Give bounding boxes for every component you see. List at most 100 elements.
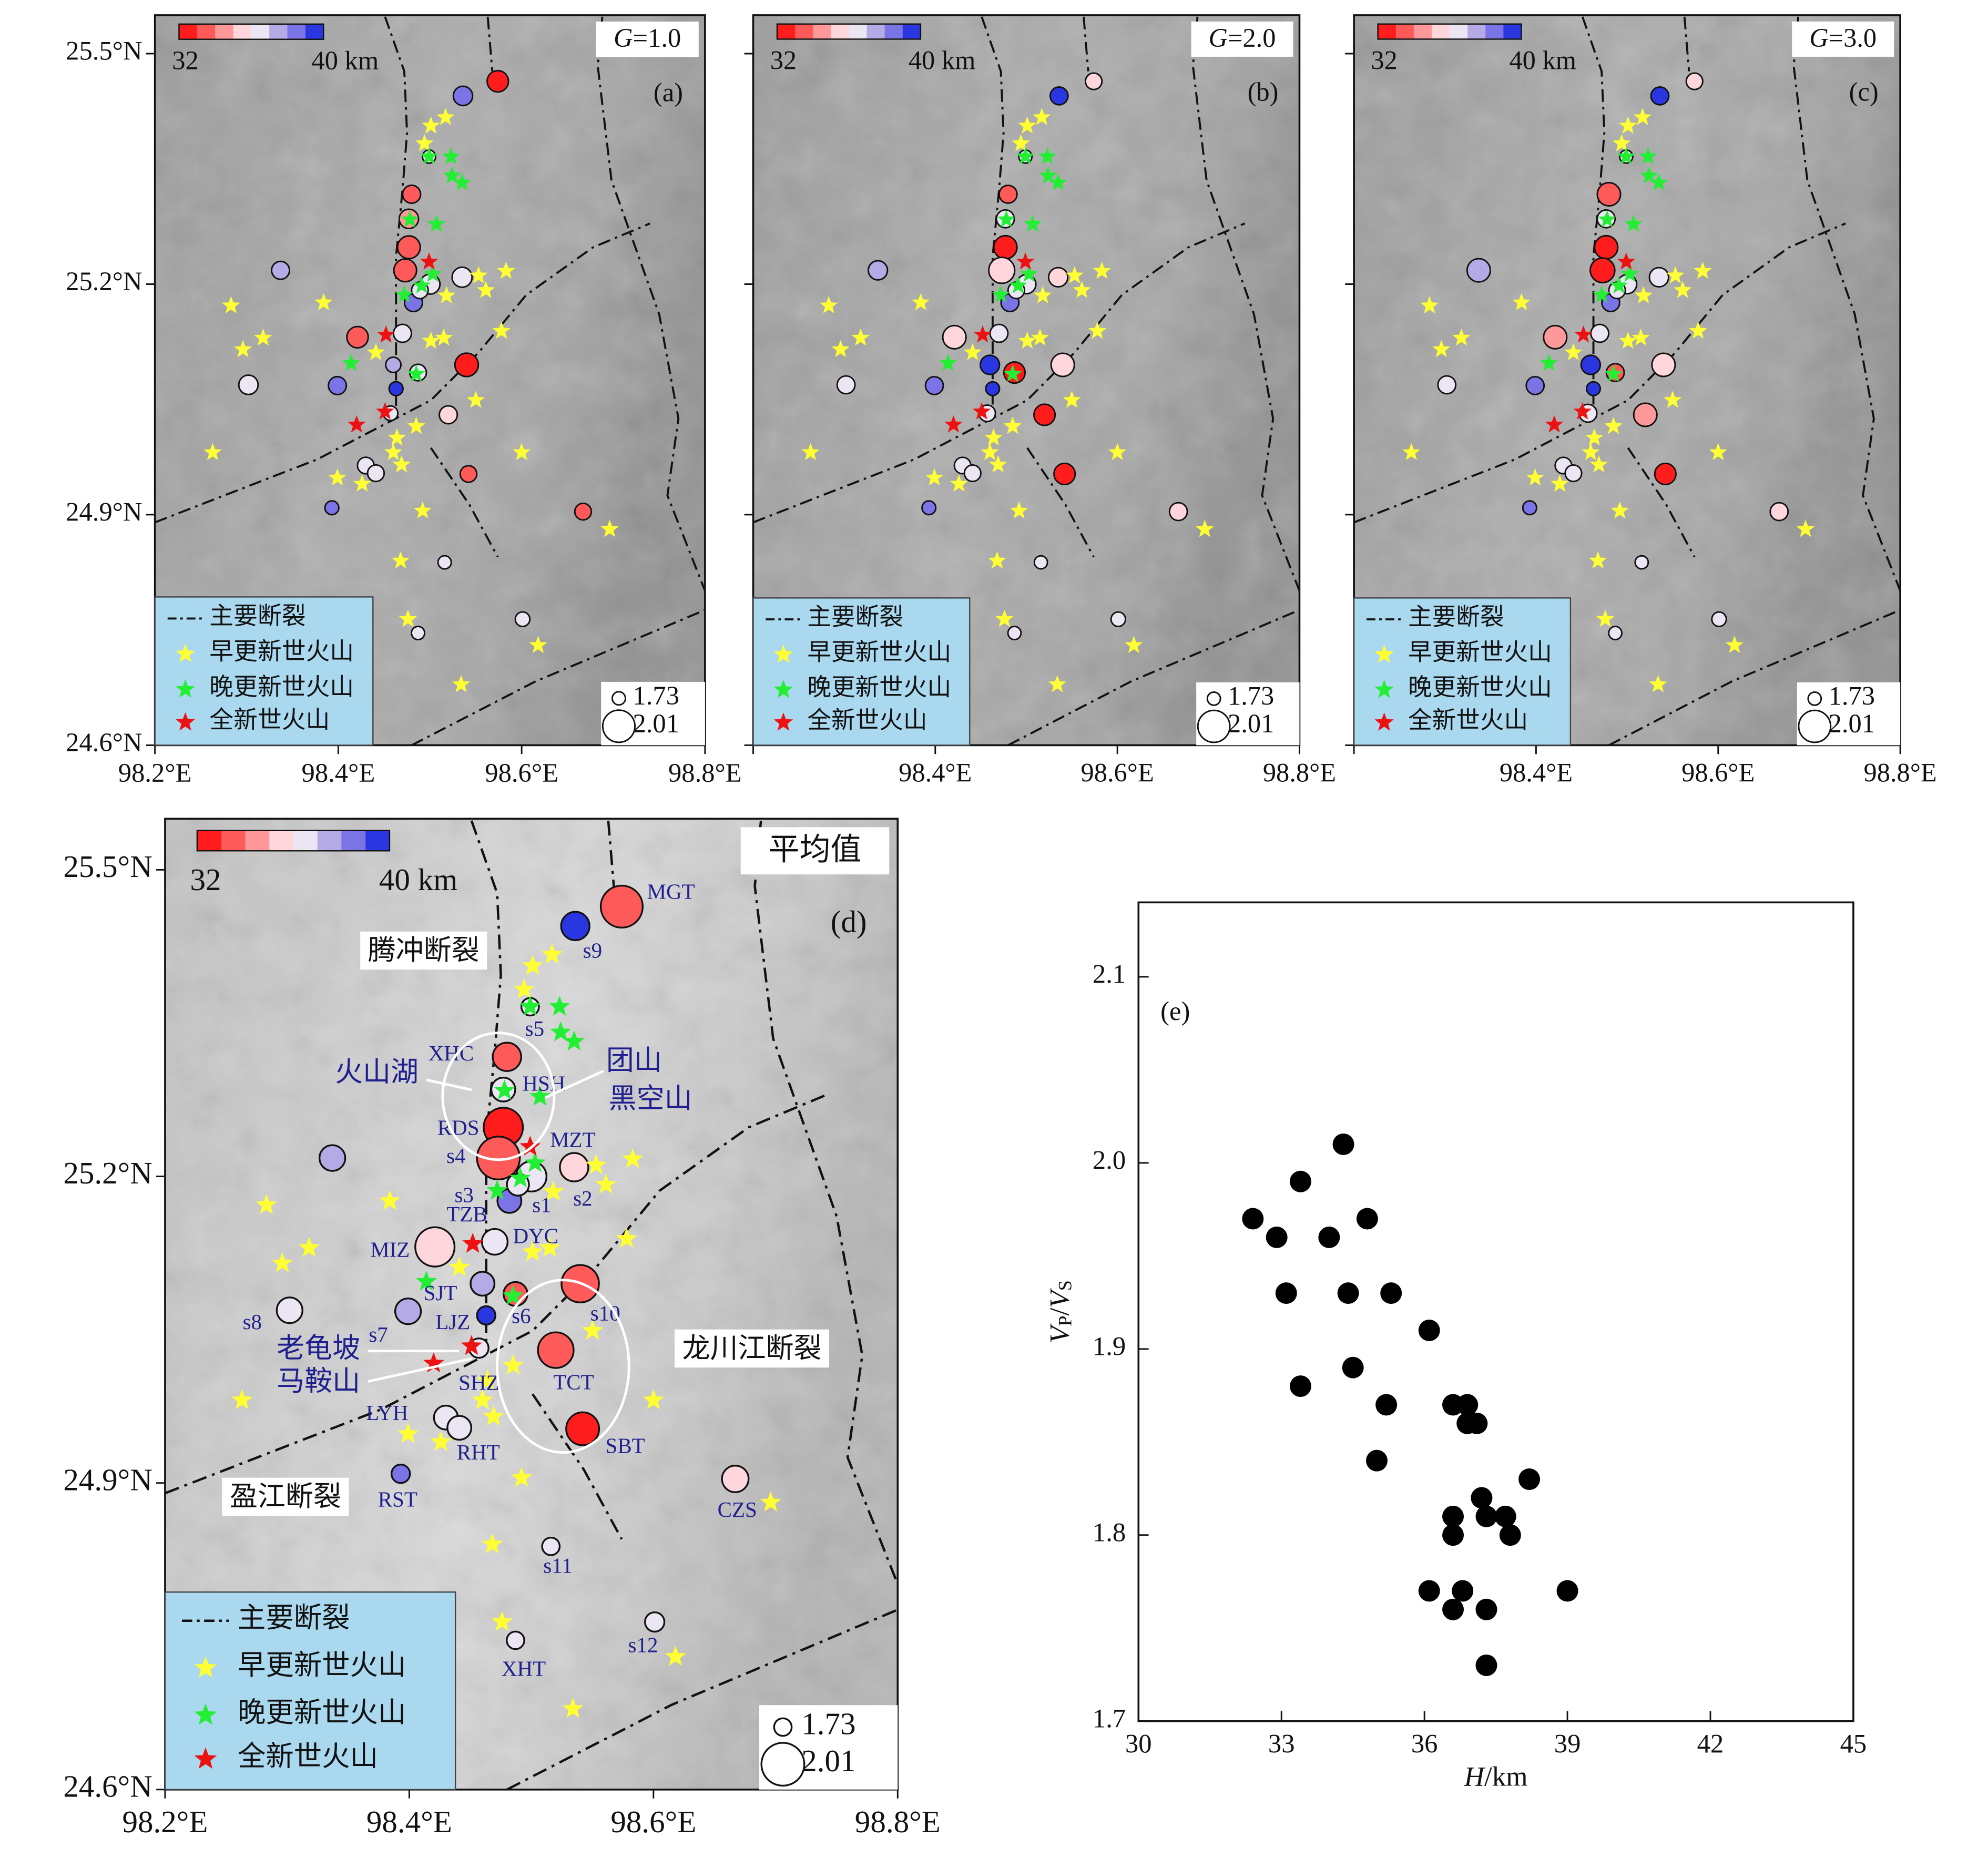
station-label: DYC — [513, 1223, 559, 1248]
volcano — [963, 343, 982, 361]
station — [346, 325, 369, 349]
volcano — [203, 443, 222, 461]
volcano — [472, 1389, 493, 1410]
volcano — [314, 293, 333, 311]
volcano — [1624, 215, 1643, 232]
volcano — [1582, 443, 1600, 461]
station — [394, 1298, 422, 1325]
station — [486, 69, 509, 93]
volcano — [1689, 321, 1707, 339]
point — [1366, 1449, 1388, 1472]
volcano — [851, 328, 870, 346]
volcano — [430, 1431, 452, 1452]
region-outline — [441, 1032, 556, 1161]
x-label-unit: /km — [1484, 1762, 1527, 1792]
station — [644, 1611, 666, 1633]
volcano — [944, 415, 963, 433]
fault — [1627, 447, 1696, 558]
station — [390, 1463, 411, 1484]
volcano — [1604, 416, 1623, 434]
point — [1275, 1282, 1297, 1304]
station — [1522, 500, 1537, 516]
fault — [430, 447, 499, 558]
volcano — [497, 261, 515, 279]
station — [541, 1536, 561, 1556]
station — [565, 1411, 600, 1446]
volcano — [254, 328, 272, 346]
volcano — [972, 402, 991, 420]
volcano — [512, 443, 531, 461]
fault — [1792, 16, 1901, 591]
station-label: s12 — [628, 1633, 658, 1657]
legend-star — [176, 644, 195, 662]
legend-star — [176, 679, 195, 698]
colorbar-label: 32 — [172, 46, 199, 75]
station — [318, 1144, 346, 1172]
station-label: s5 — [525, 1016, 544, 1040]
volcano — [1650, 173, 1668, 191]
size-legend-circle — [602, 709, 636, 743]
volcano — [436, 108, 455, 125]
colorbar-cell — [269, 830, 294, 851]
x-tick-label: 98.4°E — [366, 1804, 452, 1839]
size-legend-label: 1.73 — [1228, 681, 1274, 710]
volcano — [1609, 276, 1628, 293]
y-tick-label: 25.5°N — [63, 849, 152, 884]
volcano — [1634, 286, 1653, 303]
station — [446, 1415, 473, 1441]
station — [1650, 86, 1670, 106]
volcano — [519, 995, 541, 1016]
volcano — [519, 1136, 541, 1156]
volcano — [1020, 264, 1038, 282]
colorbar-label: 40 km — [909, 45, 976, 75]
station — [537, 1331, 575, 1369]
colorbar-cell — [1503, 24, 1522, 39]
volcano — [271, 1252, 293, 1272]
station-label: RDS — [437, 1116, 480, 1140]
volcano — [448, 1256, 470, 1277]
volcano — [392, 455, 411, 473]
volcano — [973, 325, 992, 343]
panel-label: (d) — [831, 904, 867, 939]
station — [459, 465, 478, 483]
y-tick-label: 1.9 — [1093, 1331, 1126, 1361]
frame — [1353, 14, 1901, 747]
colorbar-cell — [849, 24, 868, 39]
volcano — [412, 276, 431, 294]
legend-star — [773, 644, 793, 663]
tag-box — [1792, 21, 1894, 57]
volcano — [1016, 252, 1035, 270]
colorbar-cell — [813, 24, 832, 39]
point — [1356, 1208, 1378, 1230]
legend-star — [1374, 644, 1394, 663]
station — [1651, 352, 1676, 377]
volcano — [760, 1491, 781, 1512]
point — [1242, 1208, 1264, 1230]
volcano — [550, 1021, 572, 1042]
station — [924, 376, 944, 395]
volcano — [1049, 173, 1067, 191]
volcano — [1048, 675, 1066, 692]
size-legend-circle — [760, 1742, 806, 1787]
station — [1711, 611, 1727, 627]
volcano — [384, 443, 403, 461]
volcano — [376, 325, 395, 343]
frame — [752, 14, 1301, 747]
y-tick-label: 24.6°N — [63, 1769, 152, 1803]
station — [989, 323, 1009, 343]
station — [238, 374, 259, 395]
point — [1418, 1319, 1440, 1341]
legend-star — [194, 1656, 217, 1678]
station — [1685, 72, 1704, 90]
colorbar-frame — [196, 830, 391, 852]
size-legend-circle — [1197, 709, 1231, 743]
volcano — [1003, 416, 1022, 434]
station — [470, 1271, 496, 1297]
tag-box — [596, 21, 699, 57]
legend-label: 晚更新世火山 — [209, 673, 354, 700]
point — [1442, 1505, 1464, 1527]
size-legend-label: 1.73 — [1829, 681, 1875, 710]
volcano — [407, 416, 425, 434]
x-tick-label: 98.8°E — [855, 1804, 941, 1839]
